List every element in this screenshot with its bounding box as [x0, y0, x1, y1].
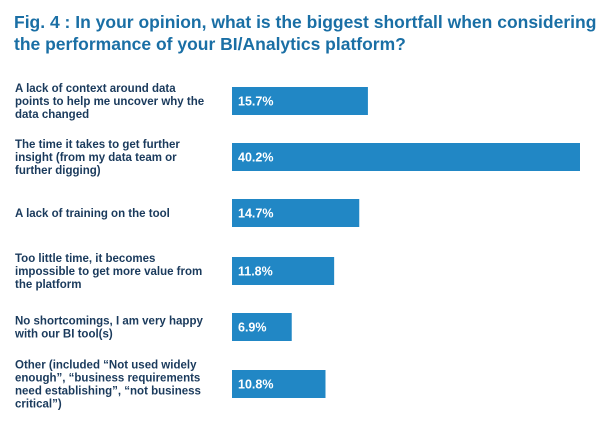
category-label-line: Too little time, it becomes — [15, 253, 155, 265]
value-label: 11.8% — [238, 265, 273, 279]
bar — [232, 87, 368, 115]
category-label: The time it takes to get further insight … — [15, 139, 180, 177]
chart-title: Fig. 4 : In your opinion, what is the bi… — [14, 12, 597, 54]
category-label-line: the platform — [15, 279, 81, 291]
bar — [232, 143, 580, 171]
value-label: 14.7% — [238, 207, 273, 221]
bar — [232, 199, 360, 227]
value-label: 15.7% — [238, 95, 273, 109]
bar — [232, 313, 292, 341]
category-label-line: need establishing”, “not business — [15, 386, 201, 398]
category-label: No shortcomings, I am very happy with our… — [14, 316, 203, 341]
bar — [232, 370, 326, 398]
category-label-line: data changed — [15, 109, 89, 121]
category-label-line: impossible to get more value from — [15, 266, 202, 278]
bar — [232, 257, 335, 285]
value-label: 6.9% — [238, 321, 267, 335]
category-label-line: with our BI tool(s) — [14, 329, 113, 341]
category-label: Too little time, it becomes impossible to… — [15, 253, 202, 291]
category-label-line: The time it takes to get further — [15, 139, 180, 151]
category-label-line: points to help me uncover why the — [15, 96, 204, 108]
category-label: Other (included “Not used widely enough”,… — [15, 360, 201, 411]
category-label-line: Other (included “Not used widely — [15, 360, 197, 372]
category-label: A lack of training on the tool — [15, 208, 170, 220]
category-label-line: further digging) — [15, 165, 101, 177]
category-label-line: enough”, “business requirements — [15, 373, 200, 385]
category-label-line: insight (from my data team or — [15, 152, 177, 164]
category-label-line: A lack of context around data — [15, 83, 176, 95]
category-label-line: critical”) — [15, 399, 62, 411]
category-label: A lack of context around data points to h… — [15, 83, 204, 121]
value-label: 40.2% — [238, 151, 273, 165]
category-label-line: No shortcomings, I am very happy — [15, 316, 203, 328]
category-label-line: A lack of training on the tool — [15, 208, 170, 220]
value-label: 10.8% — [238, 378, 273, 392]
